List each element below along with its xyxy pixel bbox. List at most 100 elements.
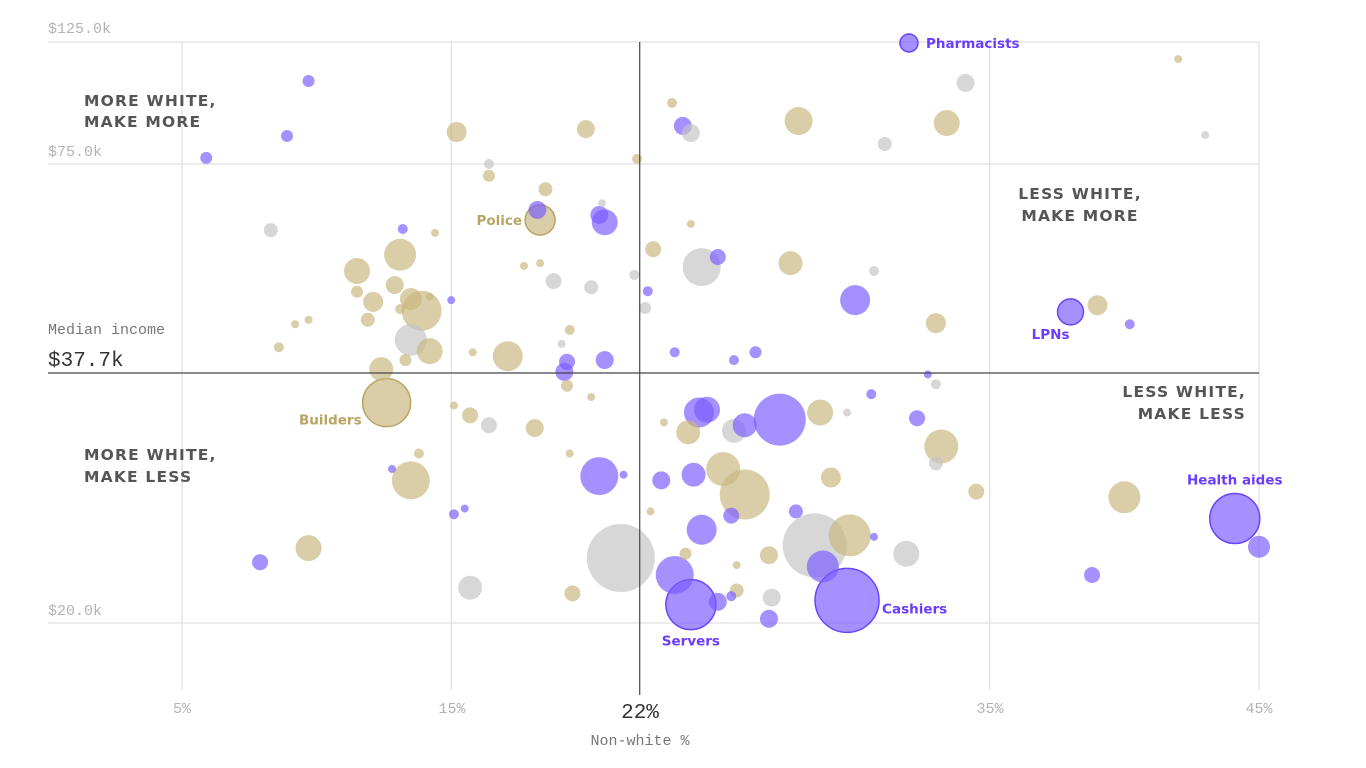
bubble: [399, 354, 412, 367]
bubble: [425, 292, 434, 301]
bubble: [1174, 55, 1183, 64]
bubble: [587, 393, 596, 402]
bubble: [709, 249, 726, 266]
bubble: [446, 122, 467, 143]
bubble: [732, 413, 757, 438]
bubble: [694, 396, 721, 423]
bubble: [749, 346, 762, 359]
bubble: [448, 509, 459, 520]
bubble: [778, 251, 803, 276]
quadrant-label-top-left-1: MORE WHITE,: [84, 92, 217, 110]
bubble: [820, 467, 841, 488]
bubble: [732, 561, 741, 570]
bubble: [462, 407, 479, 424]
bubble: [706, 452, 741, 487]
bubble-label: Police: [477, 213, 523, 229]
bubble: [200, 151, 213, 164]
bubble-label: LPNs: [1032, 327, 1070, 343]
bubble: [492, 341, 523, 372]
bubble: [304, 315, 313, 324]
bubble: [528, 200, 547, 219]
bubbles: [200, 33, 1270, 634]
bubble: [646, 507, 655, 516]
quadrant-label-bottom-right-2: MAKE LESS: [1138, 405, 1246, 423]
bubble: [1108, 481, 1141, 514]
bubble: [557, 339, 566, 348]
bubble-labels: Cashiers Health aides Servers Builders Polic…: [299, 36, 1283, 650]
bubble: [708, 592, 727, 611]
bubble: [925, 313, 946, 334]
quadrant-label-bottom-left-1: MORE WHITE,: [84, 446, 217, 464]
y-tick-label: $75.0k: [48, 144, 102, 161]
bubble: [384, 238, 417, 271]
x-tick-label: 5%: [173, 701, 192, 718]
bubble: [667, 98, 678, 108]
bubble: [291, 320, 300, 329]
bubble: [564, 324, 575, 335]
bubble: [759, 609, 778, 628]
bubble: [388, 465, 397, 474]
bubble: [598, 199, 607, 208]
bubble: [629, 269, 640, 280]
bubble: [447, 296, 456, 305]
bubble: [263, 223, 278, 238]
quadrant-label-top-right-2: MAKE MORE: [1021, 207, 1138, 225]
bubble: [460, 504, 469, 513]
bubble: [759, 546, 778, 565]
bubble-health-aides: [1209, 492, 1261, 545]
bubble: [676, 420, 701, 445]
bubble: [784, 107, 813, 136]
bubble: [369, 357, 394, 382]
bubble: [930, 379, 941, 390]
bubble: [924, 429, 959, 464]
bubble: [564, 585, 581, 602]
bubble: [576, 120, 595, 139]
quadrant-labels: MORE WHITE, MAKE MORE LESS WHITE, MAKE M…: [84, 92, 1246, 486]
bubble: [483, 159, 494, 169]
bubble: [385, 276, 404, 295]
bubble: [753, 393, 806, 446]
bubble: [559, 353, 576, 370]
bubble-pharmacists: [899, 33, 919, 53]
bubble: [723, 507, 740, 524]
bubble: [525, 419, 544, 438]
bubble: [928, 456, 943, 471]
bubble: [806, 550, 839, 583]
bubble: [391, 461, 430, 500]
bubble: [360, 312, 375, 327]
y-axis-title: Median income: [48, 322, 165, 339]
bubble: [413, 448, 424, 459]
x-tick-label: 15%: [438, 701, 466, 718]
bubble: [586, 524, 655, 593]
bubble: [728, 355, 739, 366]
bubble: [843, 408, 852, 417]
bubble-label: Health aides: [1187, 472, 1283, 488]
bubble-label: Servers: [662, 634, 720, 650]
bubble: [686, 514, 717, 545]
quadrant-label-bottom-left-2: MAKE LESS: [84, 468, 192, 486]
x-tick-label: 45%: [1245, 701, 1273, 718]
bubble: [923, 370, 932, 379]
bubble: [295, 535, 322, 562]
bubble: [416, 338, 443, 365]
bubble: [580, 457, 619, 496]
bubble-lpns: [1056, 298, 1085, 326]
y-median-label: $37.7k: [48, 350, 124, 373]
bubble: [538, 182, 553, 197]
bubble: [669, 347, 680, 358]
bubble: [1087, 295, 1108, 316]
bubble: [619, 470, 628, 479]
median-lines: [48, 42, 1259, 695]
bubble: [1201, 130, 1210, 139]
bubble: [252, 554, 269, 571]
bubble: [458, 575, 483, 600]
bubble: [449, 401, 458, 410]
bubble: [652, 471, 671, 490]
bubble: [1124, 319, 1135, 330]
quadrant-label-top-left-2: MAKE MORE: [84, 113, 201, 131]
bubble: [480, 417, 497, 434]
bubble: [956, 73, 975, 92]
bubble: [893, 540, 920, 567]
x-tick-label: 35%: [976, 701, 1004, 718]
bubble: [565, 449, 574, 458]
